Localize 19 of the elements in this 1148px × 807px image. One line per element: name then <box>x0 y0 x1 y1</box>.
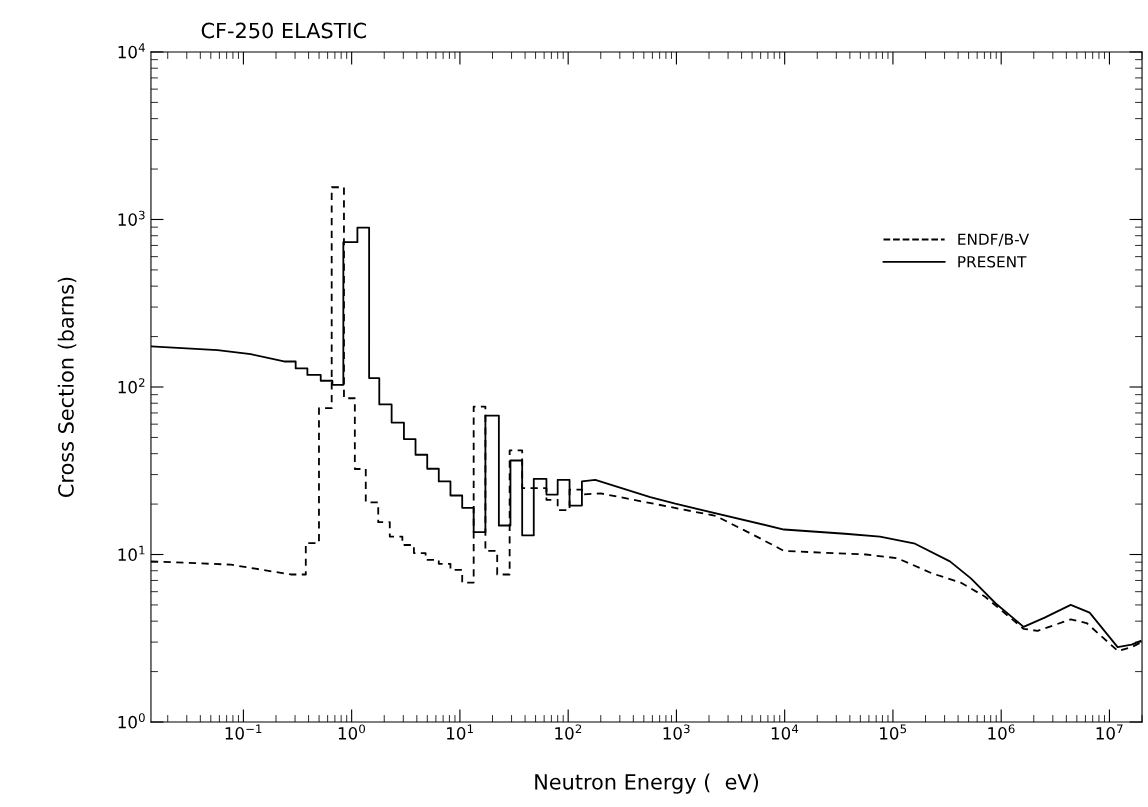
y-tick-label: 10$^{1}$ <box>118 545 145 561</box>
x-tick-label: 10$^{1}$ <box>447 724 473 740</box>
x-tick-label: 10$^{4}$ <box>771 724 799 740</box>
x-axis-title: Neutron Energy ( eV) <box>535 773 758 794</box>
x-tick-label: 10$^{−1}$ <box>225 724 262 740</box>
y-tick-label: 10$^{3}$ <box>118 210 145 226</box>
x-tick-label: 10$^{5}$ <box>880 724 907 740</box>
chart-title: CF-250 ELASTIC <box>201 22 366 39</box>
x-tick-label: 10$^{2}$ <box>555 724 582 740</box>
x-tick-label: 10$^{6}$ <box>988 724 1015 740</box>
y-tick-label: 10$^{0}$ <box>118 713 145 729</box>
legend-label: PRESENT <box>958 255 1027 268</box>
y-tick-label: 10$^{4}$ <box>118 43 145 59</box>
x-tick-label: 10$^{3}$ <box>663 724 690 740</box>
x-tick-label: 10$^{7}$ <box>1096 724 1123 740</box>
y-axis-title: Cross Section (barns) <box>57 277 77 497</box>
x-tick-label: 10$^{0}$ <box>338 724 365 740</box>
y-tick-label: 10$^{2}$ <box>118 378 145 394</box>
legend-label: ENDF/B-V <box>958 233 1030 247</box>
